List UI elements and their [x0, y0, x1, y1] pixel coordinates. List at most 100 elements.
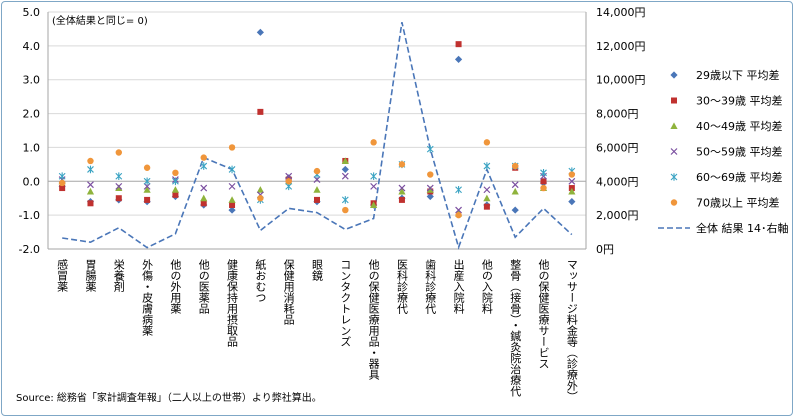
marker-series-2: [228, 196, 236, 203]
left-tick-label: -1.0: [19, 209, 40, 222]
marker-series-2: [256, 186, 264, 193]
marker-series-1: [257, 108, 264, 115]
category-label: 他の保健医療用品・器具: [367, 259, 380, 380]
category-labels: 感冒薬 胃腸薬 栄養剤 外傷・皮膚病薬 他の外用薬 他の医薬品 健康保持用摂取品 紙おむつ 保健…: [56, 258, 579, 402]
marker-series-2: [313, 186, 321, 193]
marker-series-1: [115, 195, 122, 202]
legend-marker: [671, 97, 677, 104]
category-label: 紙おむつ: [254, 258, 267, 303]
marker-series-5: [483, 139, 491, 146]
legend: 29歳以下 平均差 30～39歳 平均差 40～49歳 平均差 50～59歳 平均差 6…: [658, 68, 789, 235]
legend-marker: [670, 122, 678, 129]
marker-series-0: [228, 206, 236, 214]
legend-label: 全体 結果 14･右軸: [696, 221, 789, 235]
marker-series-3: [285, 172, 293, 180]
legend-marker: [670, 71, 678, 79]
marker-series-5: [143, 164, 151, 171]
right-tick-label: 6,000円: [596, 141, 639, 154]
marker-series-1: [229, 201, 236, 208]
category-label: 保健用消耗品: [282, 258, 295, 325]
marker-series-5: [200, 154, 207, 161]
axes: [47, 12, 587, 250]
legend-marker: [670, 199, 678, 206]
total-line: [62, 22, 573, 250]
marker-series-3: [313, 176, 321, 184]
legend-marker: [670, 148, 678, 155]
category-label: 感冒薬: [56, 259, 69, 292]
marker-series-1: [172, 191, 179, 198]
marker-series-4: [455, 185, 462, 194]
right-tick-label: 0円: [596, 243, 614, 256]
marker-series-5: [455, 211, 462, 219]
category-label: 外傷・皮膚病薬: [141, 259, 154, 336]
marker-series-5: [172, 169, 179, 177]
category-label: 胃腸薬: [84, 259, 97, 292]
marker-series-2: [426, 186, 434, 193]
marker-series-5: [257, 195, 264, 202]
marker-series-5: [370, 139, 377, 146]
category-label: 他の保健医療サービス: [537, 259, 550, 369]
marker-series-2: [370, 201, 378, 208]
left-tick-label: 0.0: [23, 175, 41, 188]
legend-label: 70歳以上 平均差: [696, 196, 780, 210]
marker-series-2: [511, 187, 519, 195]
legend-marker: [670, 173, 678, 181]
marker-series-2: [341, 157, 349, 164]
marker-series-3: [87, 181, 94, 189]
marker-series-1: [144, 196, 151, 203]
marker-series-3: [228, 182, 236, 190]
marker-series-5: [512, 162, 519, 170]
category-label: 眼鏡: [311, 259, 324, 282]
right-tick-label: 2,000円: [596, 209, 639, 222]
marker-series-4: [172, 177, 179, 186]
total-series-line: [62, 22, 573, 250]
legend-label: 29歳以下 平均差: [696, 68, 780, 82]
legend-label: 30～39歳 平均差: [696, 94, 783, 108]
marker-series-5: [568, 171, 576, 178]
marker-series-2: [398, 187, 406, 195]
marker-series-4: [228, 165, 236, 174]
marker-series-2: [568, 187, 576, 195]
marker-series-3: [483, 186, 491, 194]
marker-series-5: [285, 178, 292, 185]
category-label: 栄養剤: [112, 258, 125, 293]
right-tick-label: 10,000円: [596, 74, 646, 87]
category-label: 歯科診療代: [424, 259, 437, 315]
legend-label: 60～69歳 平均差: [696, 170, 783, 184]
marker-series-1: [314, 196, 320, 203]
marker-series-3: [426, 184, 434, 192]
marker-series-0: [568, 198, 576, 206]
marker-series-5: [58, 179, 66, 187]
marker-series-3: [370, 182, 378, 190]
marker-series-0: [454, 55, 463, 63]
left-axis-ticks: -2.0 -1.0 0.0 1.0 2.0 3.0 4.0 5.0: [19, 6, 40, 256]
marker-series-0: [341, 165, 349, 174]
marker-series-2: [483, 194, 491, 202]
marker-series-3: [455, 206, 463, 214]
marker-series-0: [511, 206, 519, 214]
left-tick-label: 3.0: [23, 74, 41, 87]
marker-series-3: [568, 177, 576, 185]
gridlines: [48, 11, 586, 250]
marker-series-5: [398, 161, 406, 168]
right-tick-label: 8,000円: [596, 108, 639, 121]
marker-series-3: [341, 172, 349, 180]
left-tick-label: 2.0: [23, 108, 41, 121]
marker-series-5: [228, 144, 236, 151]
left-tick-label: 5.0: [23, 6, 41, 19]
marker-series-5: [540, 184, 547, 192]
right-tick-label: 4,000円: [596, 175, 639, 188]
category-label: 出産入院料: [452, 258, 465, 315]
marker-series-1: [398, 196, 405, 203]
category-label: 整骨（接骨）・鍼灸院治療代: [509, 258, 522, 398]
marker-series-1: [455, 41, 462, 48]
marker-series-1: [59, 185, 66, 192]
marker-series-4: [370, 172, 378, 181]
marker-series-2: [200, 194, 208, 202]
marker-series-5: [87, 157, 94, 165]
marker-series-1: [87, 200, 94, 207]
left-tick-label: 1.0: [23, 141, 41, 154]
legend-label: 40～49歳 平均差: [696, 119, 783, 133]
